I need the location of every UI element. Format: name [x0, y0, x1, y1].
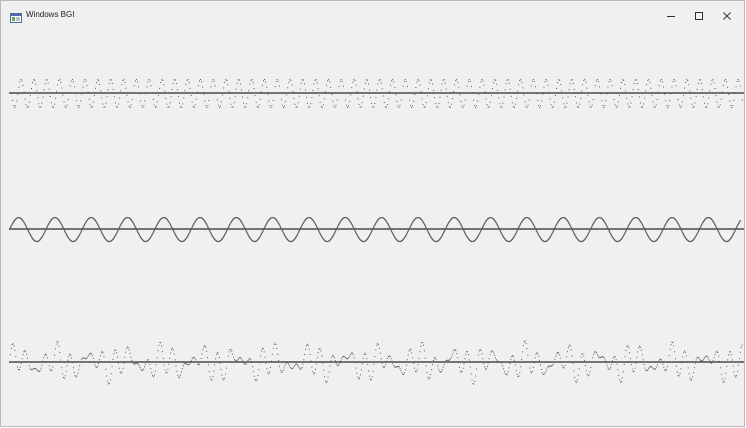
title-bar[interactable]: Windows BGI	[1, 1, 744, 31]
maximize-icon	[694, 11, 704, 21]
close-icon	[722, 11, 732, 21]
app-window-icon	[10, 10, 22, 23]
waveform-middle	[9, 217, 744, 243]
waveform-bottom	[9, 340, 744, 385]
waveform-top-trace	[11, 79, 743, 108]
minimize-button[interactable]	[657, 5, 685, 27]
close-button[interactable]	[713, 5, 741, 27]
maximize-button[interactable]	[685, 5, 713, 27]
minimize-icon	[666, 11, 676, 21]
waveform-drawing	[9, 79, 744, 385]
window-title: Windows BGI	[26, 10, 75, 19]
graphics-canvas	[1, 31, 744, 426]
waveform-middle-trace	[9, 217, 741, 243]
waveform-top	[9, 79, 744, 108]
